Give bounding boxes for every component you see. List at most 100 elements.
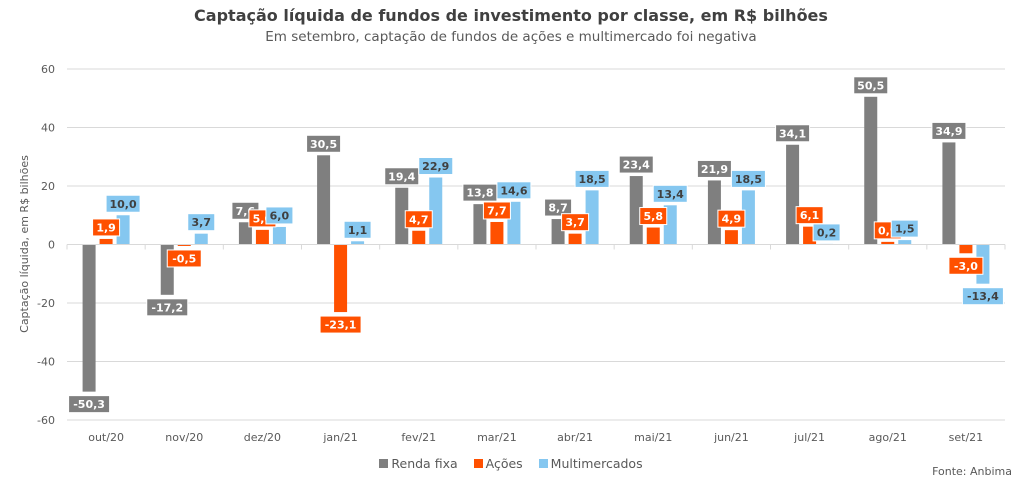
bar-acoes [255,229,269,245]
data-label-box [853,76,889,95]
y-tick-label: 20 [41,180,55,193]
legend-swatch [379,459,389,468]
data-label: -17,2 [146,298,189,317]
bar-multimercados [272,226,286,245]
data-label: 14,6 [496,181,532,200]
data-label-box [384,167,420,186]
data-label-text: 10,0 [110,198,137,211]
data-label-box [343,220,372,239]
bar-acoes [334,244,348,313]
data-label-text: 50,5 [857,79,884,92]
data-label-box [404,210,433,229]
data-label: 7,7 [482,201,511,220]
bar-renda-fixa [317,155,331,245]
legend-label: Ações [485,456,523,471]
data-label-text: 6,1 [800,209,820,222]
data-label-text: 14,6 [500,184,527,197]
data-label-box [717,209,746,228]
data-label: 18,5 [730,169,766,188]
data-label-box [306,134,342,153]
data-label-text: 18,5 [579,173,606,186]
y-tick-label: -20 [37,297,55,310]
bar-acoes [881,241,895,245]
data-label: 8,7 [544,198,573,217]
data-label-text: -17,2 [151,301,183,314]
data-label: 10,0 [105,194,141,213]
x-tick-label: jun/21 [713,431,749,444]
bar-acoes [646,227,660,245]
data-label-box [482,201,511,220]
data-label: 18,5 [574,169,610,188]
bar-acoes [568,233,582,245]
data-label-box [68,395,111,414]
bar-renda-fixa [786,144,800,245]
data-label-text: -0,5 [172,252,196,265]
x-tick-label: jul/21 [793,431,825,444]
source-note: Fonte: Anbima [932,465,1012,478]
data-label: 22,9 [418,157,454,176]
data-label: 0,2 [812,223,841,242]
x-tick-label: nov/20 [165,431,203,444]
chart-subtitle: Em setembro, captação de fundos de ações… [265,29,757,45]
data-label-text: 8,7 [548,202,568,215]
legend: Renda fixa Ações Multimercados [0,456,1022,471]
data-label: 13,8 [462,183,498,202]
y-tick-label: 60 [41,63,55,76]
data-label: -0,5 [166,249,202,268]
legend-label: Renda fixa [391,456,458,471]
legend-swatch [538,459,548,468]
x-tick-label: dez/20 [244,431,281,444]
bar-acoes [724,230,738,245]
data-label-text: -3,0 [954,260,978,273]
bar-multimercados [741,190,755,245]
data-label-box [92,218,121,237]
data-label-text: -23,1 [325,319,357,332]
data-label-text: 5,8 [644,210,664,223]
data-label: 3,7 [187,213,216,232]
data-label-text: 34,1 [779,127,806,140]
data-label: 34,9 [931,121,967,140]
data-label: 5,8 [639,207,668,226]
data-label-box [418,157,454,176]
gridlines [67,68,1005,421]
bar-renda-fixa [82,244,96,392]
data-label-box [146,298,189,317]
data-label: 19,4 [384,167,420,186]
data-label-box [696,159,732,178]
bar-acoes [959,244,973,254]
data-label: -23,1 [319,315,362,334]
data-label-box [574,169,610,188]
data-label-text: 1,1 [348,224,368,237]
data-label-text: 4,7 [409,213,429,226]
data-label-text: 7,7 [487,204,507,217]
bar-multimercados [351,241,365,245]
data-label-text: 19,4 [388,170,415,183]
bar-multimercados [194,233,208,245]
y-tick-label: 0 [48,239,55,252]
data-label-box [775,124,811,143]
data-label-box [652,184,688,203]
data-label-text: -50,3 [73,398,105,411]
bar-acoes [412,230,426,245]
data-label: -13,4 [961,287,1004,306]
bar-renda-fixa [942,142,956,245]
bar-renda-fixa [395,187,409,245]
data-label-box [544,198,573,217]
data-label-box [795,206,824,225]
data-label-box [812,223,841,242]
data-label: 1,9 [92,218,121,237]
y-tick-label: -40 [37,356,55,369]
data-label-box [166,249,202,268]
data-label-text: 18,5 [735,173,762,186]
data-label: 4,9 [717,209,746,228]
data-label-text: 1,5 [895,223,915,236]
data-label: 34,1 [775,124,811,143]
data-label-box [961,287,1004,306]
data-label-box [890,219,919,238]
data-label-box [319,315,362,334]
data-label-text: 22,9 [422,160,449,173]
bar-renda-fixa [629,176,643,245]
data-label-text: 23,4 [623,159,650,172]
data-label: 1,1 [343,220,372,239]
